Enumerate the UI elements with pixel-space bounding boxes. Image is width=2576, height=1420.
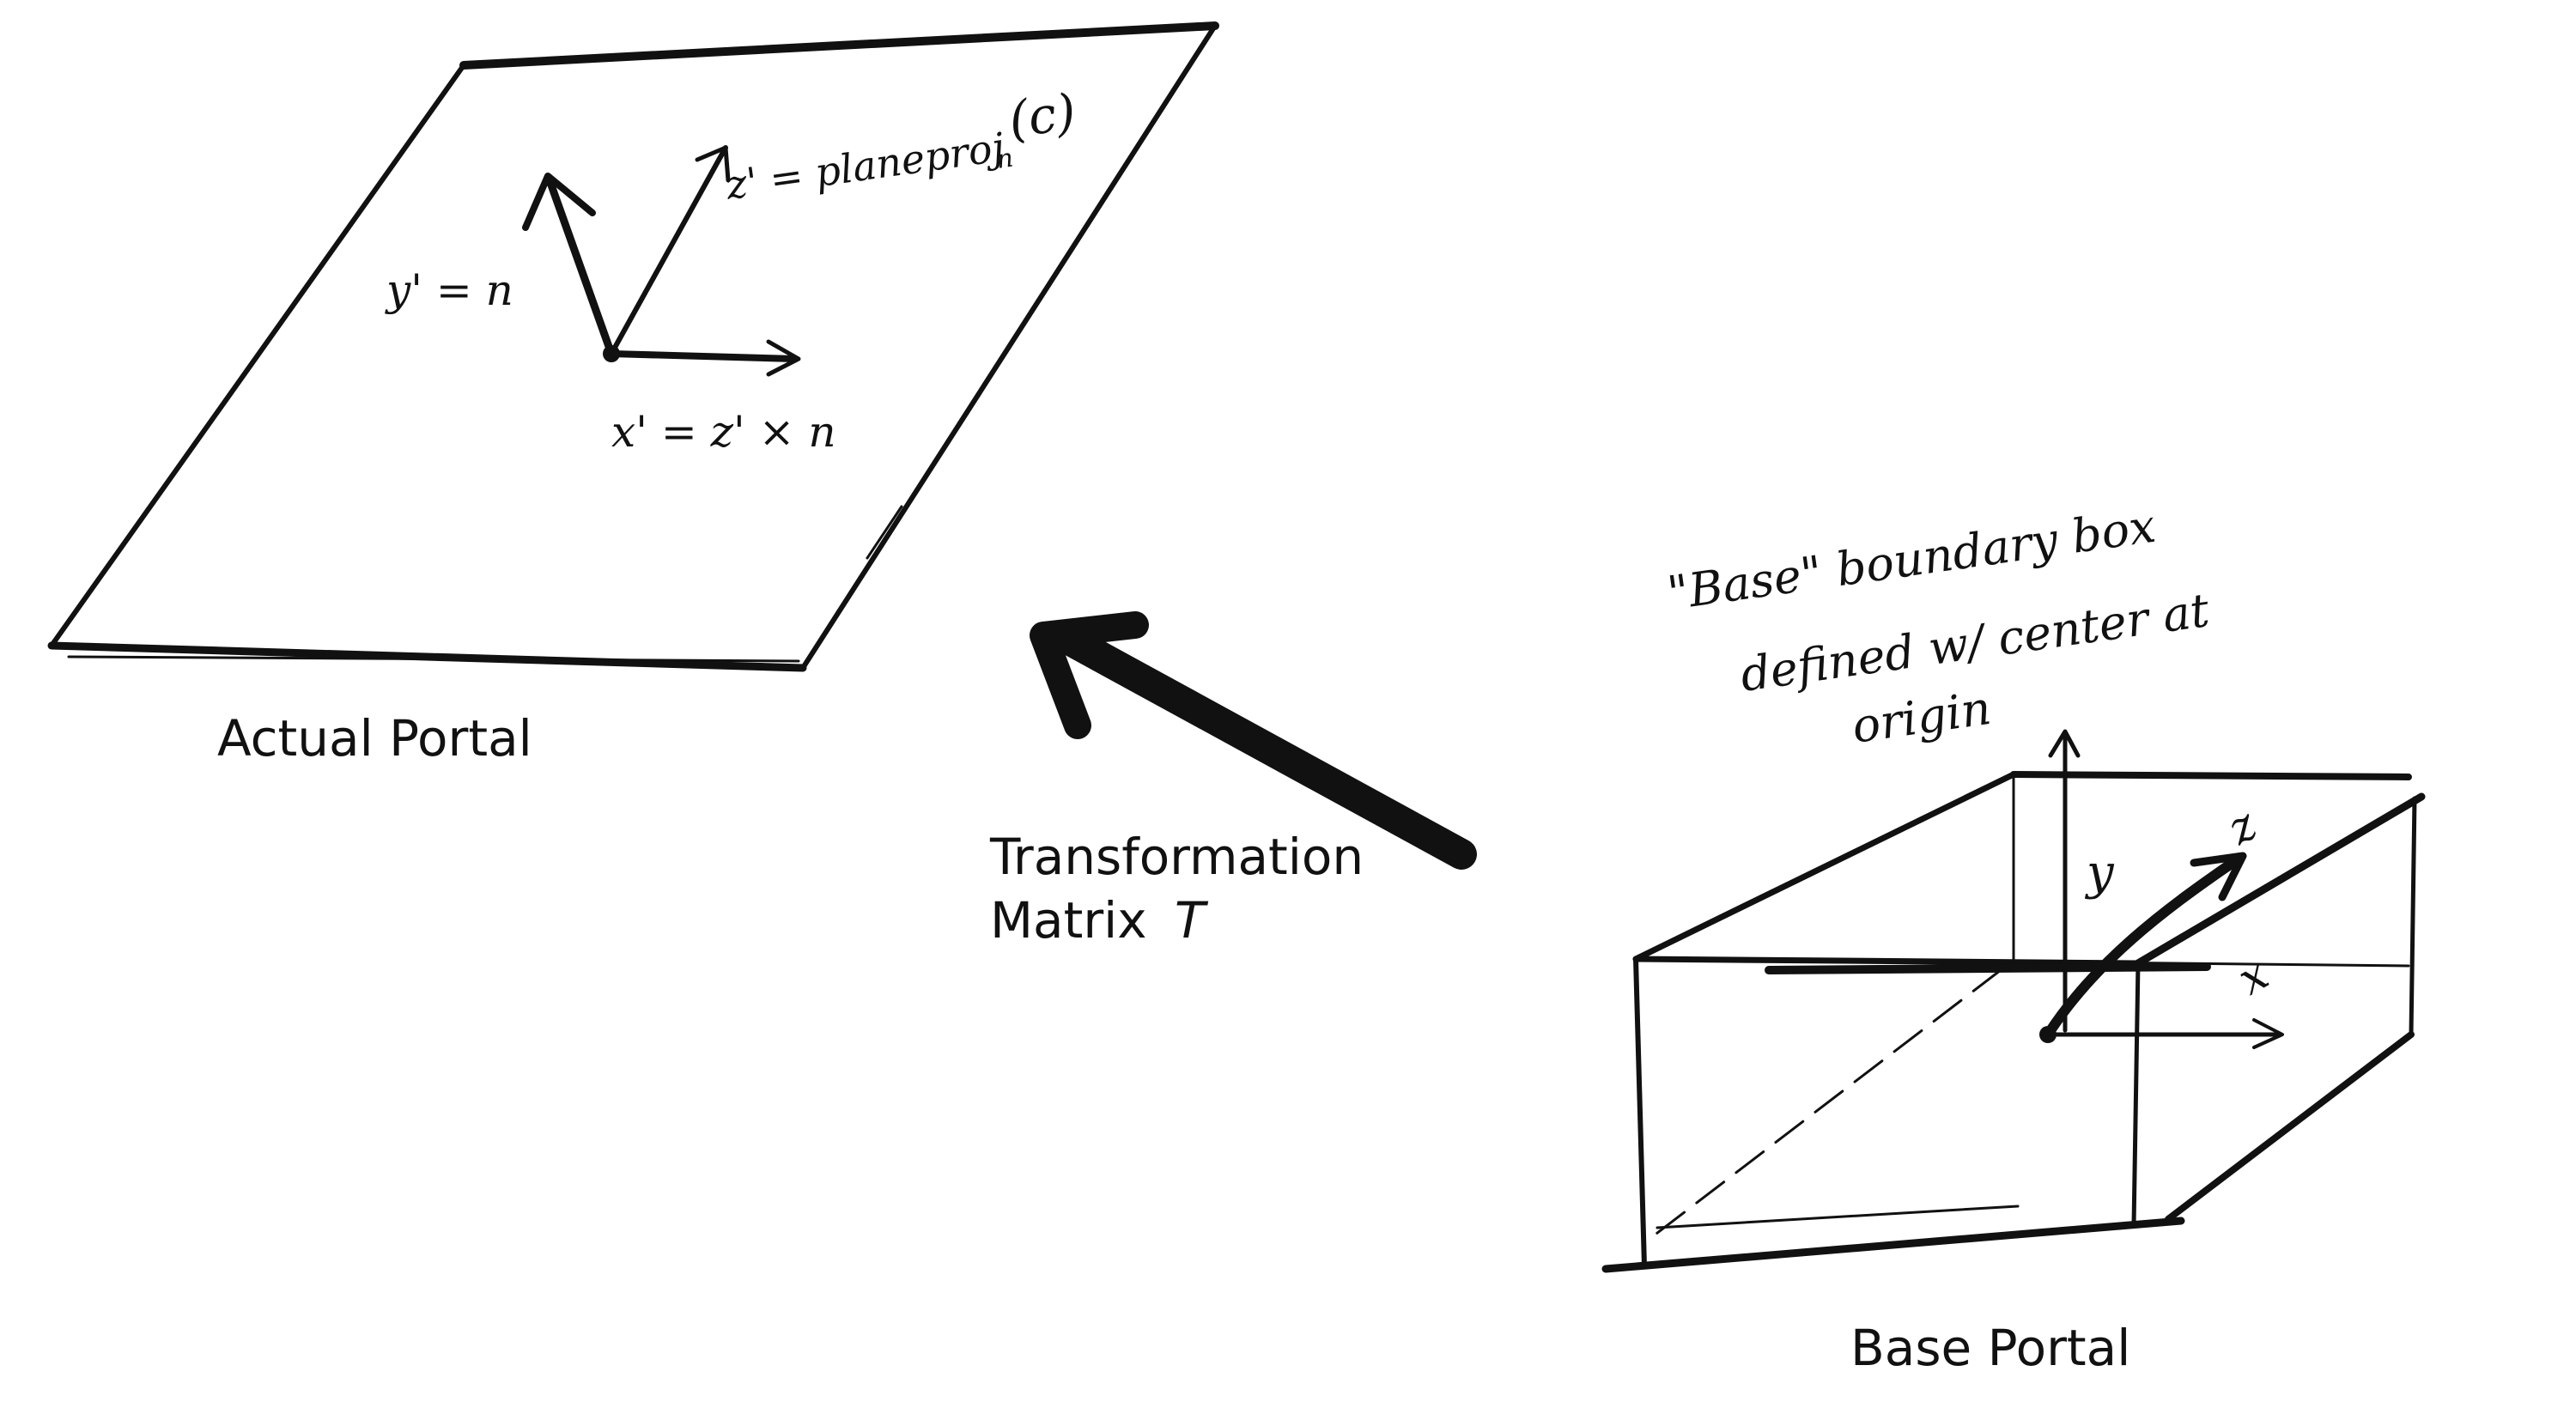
base-portal-label: Base Portal bbox=[1850, 1319, 2130, 1377]
base-x-label: x bbox=[2230, 949, 2277, 1006]
transformation-label-line2: Matrix T bbox=[990, 891, 1209, 950]
base-y-label: y bbox=[2084, 845, 2115, 901]
y-prime-arrowhead bbox=[522, 173, 596, 231]
actual-portal-axes bbox=[522, 145, 801, 377]
z-prime-argument: (c) bbox=[1005, 82, 1078, 149]
z-prime-axis bbox=[609, 145, 728, 356]
z-prime-subscript: n bbox=[994, 143, 1015, 175]
transformation-arrow bbox=[1030, 611, 1477, 870]
base-portal-box bbox=[1601, 771, 2426, 1273]
base-z-axis bbox=[2043, 858, 2238, 1040]
x-prime-axis bbox=[608, 350, 798, 362]
base-z-arrowhead bbox=[2190, 852, 2247, 901]
base-portal-annotations: "Base" boundary box defined w/ center at… bbox=[1664, 499, 2277, 1005]
actual-portal-plane bbox=[47, 21, 1219, 672]
x-prime-arrowhead bbox=[766, 339, 801, 377]
transformation-matrix-word: Matrix bbox=[990, 891, 1147, 950]
base-z-label: z bbox=[2219, 798, 2266, 855]
z-prime-equation: z' = planeproj bbox=[722, 124, 1007, 209]
y-prime-equation: y' = n bbox=[385, 265, 513, 315]
base-x-arrowhead bbox=[2252, 1018, 2284, 1049]
base-note-line3: origin bbox=[1849, 681, 1994, 754]
transformation-label-line1: Transformation bbox=[989, 828, 1364, 886]
transformation-matrix-symbol: T bbox=[1175, 891, 1209, 950]
actual-portal-label: Actual Portal bbox=[217, 709, 532, 768]
x-prime-equation: x' = z' × n bbox=[611, 407, 836, 457]
base-portal-axes bbox=[2039, 729, 2284, 1049]
base-y-arrowhead bbox=[2048, 729, 2081, 758]
y-prime-axis bbox=[545, 176, 616, 358]
z-prime-arrowhead bbox=[695, 145, 731, 183]
